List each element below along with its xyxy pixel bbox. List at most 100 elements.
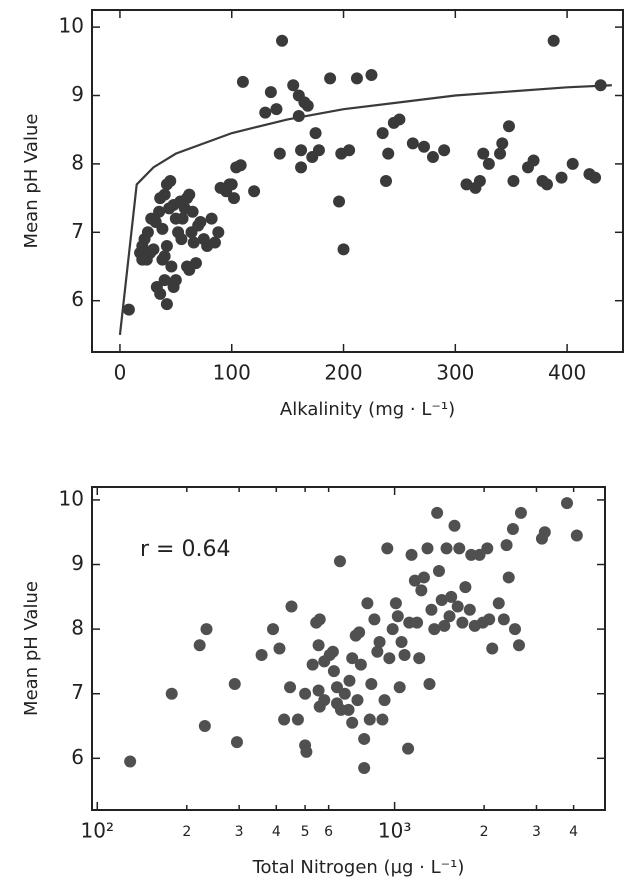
point — [236, 75, 249, 88]
point — [500, 539, 513, 552]
point — [230, 736, 243, 749]
point — [448, 519, 461, 532]
x-tick-label: 4 — [272, 824, 281, 840]
point — [512, 639, 525, 652]
point — [354, 658, 367, 671]
point — [351, 694, 364, 707]
point — [428, 623, 441, 636]
point — [398, 648, 411, 661]
point — [440, 542, 453, 555]
point — [382, 147, 395, 160]
x-tick-label: 2 — [480, 824, 489, 840]
point — [158, 188, 171, 201]
y-tick-label: 10 — [59, 486, 84, 510]
point — [156, 222, 169, 235]
point — [255, 648, 268, 661]
point — [381, 542, 394, 555]
point — [402, 742, 415, 755]
x-tick-label: 100 — [213, 361, 251, 385]
point — [326, 645, 339, 658]
point — [514, 506, 527, 519]
point — [473, 175, 486, 187]
point — [273, 642, 286, 655]
point — [324, 72, 337, 85]
point — [248, 185, 261, 198]
y-tick-label: 9 — [71, 82, 84, 106]
point — [164, 175, 177, 187]
point — [417, 571, 430, 584]
point — [193, 639, 206, 652]
plot-frame — [91, 9, 624, 353]
point — [483, 613, 496, 626]
y-tick-label: 6 — [71, 745, 84, 769]
point — [389, 597, 402, 610]
point — [198, 720, 211, 733]
point — [507, 175, 520, 187]
point — [346, 652, 359, 665]
point — [492, 597, 505, 610]
point — [337, 243, 350, 256]
point — [391, 610, 404, 623]
point — [353, 626, 366, 639]
point — [327, 665, 340, 678]
point — [295, 161, 308, 174]
y-tick-label: 9 — [71, 551, 84, 575]
point — [386, 623, 399, 636]
x-tick-label: 4 — [569, 824, 578, 840]
point — [160, 298, 173, 311]
x-tick-label: 400 — [548, 361, 586, 385]
point — [363, 713, 376, 726]
x-tick-label: 10³ — [378, 819, 411, 843]
point — [141, 226, 154, 239]
point — [486, 642, 499, 655]
point — [158, 250, 171, 263]
point — [432, 564, 445, 577]
point — [194, 216, 207, 229]
point — [276, 34, 289, 47]
x-tick-label: 5 — [301, 824, 310, 840]
x-tick-label: 2 — [182, 824, 191, 840]
point — [456, 616, 469, 629]
point — [175, 233, 188, 246]
point — [342, 703, 355, 716]
point — [136, 239, 149, 252]
point — [506, 522, 519, 535]
x-tick-label: 0 — [114, 361, 127, 385]
point — [453, 542, 466, 555]
point — [343, 674, 356, 687]
point — [160, 239, 173, 252]
point — [313, 613, 326, 626]
point — [147, 243, 160, 256]
annotation: r = 0.64 — [140, 537, 230, 562]
point — [287, 79, 300, 92]
point — [570, 529, 583, 542]
point — [477, 147, 490, 160]
point — [406, 137, 419, 150]
point — [295, 144, 308, 157]
point — [508, 623, 521, 636]
point — [187, 236, 200, 249]
point — [566, 157, 579, 170]
x-tick-label: 3 — [532, 824, 541, 840]
point — [413, 652, 426, 665]
point — [285, 600, 298, 613]
point — [358, 732, 371, 745]
point — [443, 610, 456, 623]
point — [365, 68, 378, 81]
point — [186, 205, 199, 218]
point — [415, 584, 428, 597]
point — [333, 195, 346, 208]
point — [124, 755, 137, 768]
point — [259, 106, 272, 119]
point — [459, 581, 472, 594]
x-tick-label: 3 — [235, 824, 244, 840]
y-tick-label: 7 — [71, 680, 84, 704]
point — [300, 745, 313, 758]
point — [393, 681, 406, 694]
point — [555, 171, 568, 184]
point — [312, 639, 325, 652]
fit-curve — [118, 84, 612, 336]
y-axis-title: Mean pH Value — [21, 581, 42, 716]
point — [333, 555, 346, 568]
y-tick-label: 7 — [71, 219, 84, 243]
